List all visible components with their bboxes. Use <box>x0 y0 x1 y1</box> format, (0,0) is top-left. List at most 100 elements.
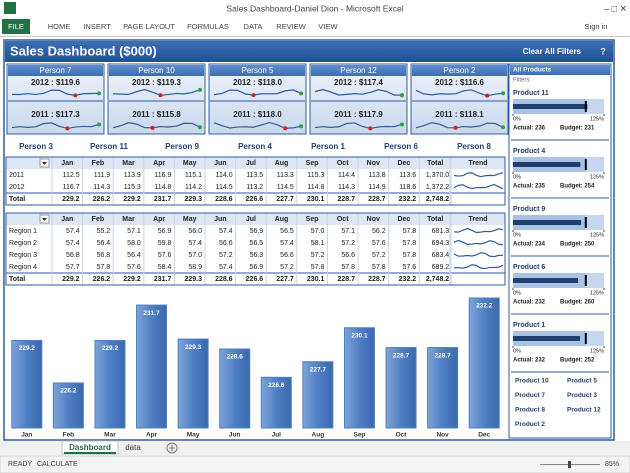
person-button[interactable]: Person 8 <box>457 142 491 151</box>
help-button[interactable]: ? <box>600 46 606 56</box>
scale-label: 125% <box>590 174 604 180</box>
table-cell: 114.8 <box>307 184 324 191</box>
card-2012: 2012 : $119.6 <box>31 78 80 87</box>
table-cell: 56.6 <box>219 240 233 247</box>
dashboard-title: Sales Dashboard ($000) <box>10 43 157 58</box>
table-cell: 58.4 <box>158 264 172 271</box>
card-sparkline <box>11 89 100 96</box>
bar[interactable] <box>302 361 334 429</box>
status-bar <box>0 455 630 473</box>
x-tick-label: Oct <box>396 432 408 439</box>
column-header: Aug <box>275 216 289 223</box>
ribbon-tab[interactable]: REVIEW <box>276 22 307 31</box>
ribbon-tab[interactable]: PAGE LAYOUT <box>123 22 175 31</box>
person-button[interactable]: Person 4 <box>238 142 272 151</box>
table-cell: 113.6 <box>399 172 416 179</box>
card-sparkline <box>112 122 201 129</box>
table-cell: 230.1 <box>307 276 325 283</box>
table-cell: 56.8 <box>66 252 80 259</box>
clear-filters[interactable]: Clear All Filters <box>523 47 582 56</box>
table-cell: 228.7 <box>368 276 386 283</box>
table-cell: 683.4 <box>432 252 450 259</box>
bar[interactable] <box>94 339 126 429</box>
product-name[interactable]: Product 1 <box>513 322 545 329</box>
product-link[interactable]: Product 10 <box>515 378 549 385</box>
column-header: Dec <box>397 216 410 223</box>
trend-sparkline <box>453 172 504 178</box>
product-name[interactable]: Product 9 <box>513 206 545 213</box>
person-button[interactable]: Person 11 <box>90 142 128 151</box>
card-name: Person 5 <box>241 66 274 75</box>
table-cell: 57.0 <box>311 228 325 235</box>
x-tick-label: May <box>187 432 200 439</box>
low-point <box>158 93 163 98</box>
product-name[interactable]: Product 11 <box>513 90 549 97</box>
table-cell: 57.8 <box>403 240 417 247</box>
bar[interactable] <box>260 376 292 429</box>
bar[interactable] <box>343 327 375 429</box>
table-cell: 57.2 <box>341 240 355 247</box>
ribbon-tab[interactable]: VIEW <box>318 22 338 31</box>
table-cell: 56.4 <box>127 252 141 259</box>
sheet-tab[interactable]: Dashboard <box>69 443 111 452</box>
person-button[interactable]: Person 3 <box>19 142 53 151</box>
product-name[interactable]: Product 6 <box>513 264 545 271</box>
bar[interactable] <box>427 347 459 429</box>
zoom-thumb[interactable] <box>568 461 571 468</box>
new-sheet-button[interactable] <box>166 442 178 454</box>
table-cell: 114.0 <box>216 172 233 179</box>
table-cell: 56.9 <box>250 264 264 271</box>
panel-header <box>510 65 610 75</box>
bar[interactable] <box>219 348 251 429</box>
product-link[interactable]: Product 3 <box>567 392 597 399</box>
ribbon-tab[interactable]: FILE <box>8 22 24 31</box>
table-cell: 1,372.2 <box>426 184 449 191</box>
product-link[interactable]: Product 12 <box>567 407 601 414</box>
bar[interactable] <box>136 304 168 429</box>
person-button[interactable]: Person 9 <box>165 142 199 151</box>
card-sparkline <box>415 121 504 129</box>
panel-filters: Filters: <box>513 78 531 84</box>
x-tick-label: Jul <box>272 432 282 439</box>
card-name: Person 12 <box>340 66 377 75</box>
bar[interactable] <box>468 297 500 429</box>
product-link[interactable]: Product 5 <box>567 378 597 385</box>
product-name[interactable]: Product 4 <box>513 148 545 155</box>
last-point <box>400 122 404 127</box>
bar[interactable] <box>11 339 43 429</box>
window-controls[interactable]: – □ ✕ <box>604 3 627 13</box>
person-button[interactable]: Person 6 <box>384 142 418 151</box>
last-point <box>97 91 101 96</box>
bar[interactable] <box>52 382 84 429</box>
bar[interactable] <box>177 338 209 429</box>
product-link[interactable]: Product 8 <box>515 407 545 414</box>
table-cell: 232.2 <box>399 196 417 203</box>
product-link[interactable]: Product 2 <box>515 421 545 428</box>
bar[interactable] <box>385 347 417 429</box>
last-point <box>501 91 505 96</box>
budget-label: Budget: 250 <box>560 242 595 248</box>
ribbon-tab[interactable]: FORMULAS <box>187 22 229 31</box>
person-button[interactable]: Person 1 <box>311 142 345 151</box>
trend-sparkline <box>453 183 504 190</box>
bullet-bar <box>513 162 581 167</box>
ribbon-tab[interactable]: DATA <box>244 22 263 31</box>
table-cell: 56.8 <box>97 252 111 259</box>
x-tick-label: Jan <box>21 432 32 439</box>
table-border <box>5 212 506 286</box>
sign-in[interactable]: Sign in <box>585 22 608 31</box>
bar-value-label: 229.2 <box>19 345 36 352</box>
table-cell: 56.2 <box>372 228 386 235</box>
table-cell: 57.8 <box>372 264 386 271</box>
column-header: Nov <box>367 216 380 223</box>
product-link[interactable]: Product 7 <box>515 392 545 399</box>
table-cell: 227.7 <box>276 196 294 203</box>
ribbon-tab[interactable]: HOME <box>48 22 71 31</box>
table-cell: 57.4 <box>219 228 233 235</box>
table-cell: 228.6 <box>215 276 233 283</box>
zoom-level[interactable]: 85% <box>605 461 619 468</box>
table-cell: 115.3 <box>124 184 141 191</box>
table-cell: 57.8 <box>341 264 355 271</box>
sheet-tab[interactable]: data <box>125 443 141 452</box>
ribbon-tab[interactable]: INSERT <box>83 22 111 31</box>
